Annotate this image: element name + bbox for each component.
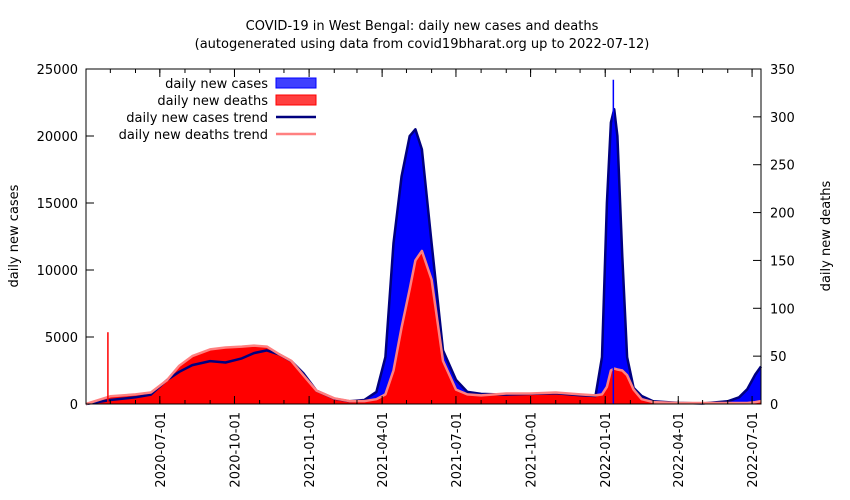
legend-label-daily-new-cases: daily new cases — [165, 77, 268, 92]
y-right-tick-label-6: 300 — [770, 111, 795, 126]
legend-label-daily-new-deaths: daily new deaths — [157, 94, 268, 109]
series-line-daily-new-cases-trend — [85, 107, 763, 406]
y-left-tick-label-0: 0 — [70, 398, 78, 413]
legend: daily new cases daily new deaths daily new… — [119, 77, 317, 143]
legend-swatch-daily-new-deaths — [275, 94, 317, 106]
x-tick-label-1: 2020-10-01 — [228, 412, 243, 488]
x-tick-label-8: 2022-07-01 — [746, 412, 761, 488]
y-left-tick-label-1: 5000 — [45, 331, 78, 346]
y-left-tick-label-3: 15000 — [37, 197, 78, 212]
legend-swatch-daily-new-cases — [275, 77, 317, 89]
legend-label-daily-new-deaths-trend: daily new deaths trend — [119, 128, 268, 143]
chart-subtitle: (autogenerated using data from covid19bh… — [195, 37, 650, 52]
x-tick-label-7: 2022-04-01 — [672, 412, 687, 488]
series-area-daily-new-deaths — [86, 250, 761, 404]
series-line-daily-new-deaths-trend — [85, 249, 762, 406]
chart-title: COVID-19 in West Bengal: daily new cases… — [246, 19, 599, 34]
ticks-layer: 0 5000 10000 15000 20000 25000 0 50 100 150 200 250… — [37, 63, 795, 488]
x-tick-label-4: 2021-07-01 — [450, 412, 465, 488]
x-tick-label-3: 2021-04-01 — [376, 412, 391, 488]
y-right-tick-label-4: 200 — [770, 207, 795, 222]
legend-label-daily-new-cases-trend: daily new cases trend — [126, 111, 268, 126]
x-tick-label-6: 2022-01-01 — [599, 412, 614, 488]
y-left-tick-label-5: 25000 — [37, 63, 78, 78]
y-right-tick-label-2: 100 — [770, 302, 795, 317]
plot-frame — [85, 68, 762, 405]
y-axis-right-label: daily new deaths — [819, 180, 834, 291]
y-left-tick-label-2: 10000 — [37, 264, 78, 279]
series-layer — [85, 79, 763, 406]
y-right-tick-label-1: 50 — [770, 350, 787, 365]
y-right-tick-label-5: 250 — [770, 159, 795, 174]
y-right-tick-label-0: 0 — [770, 398, 778, 413]
y-right-tick-label-7: 350 — [770, 63, 795, 78]
y-right-tick-label-3: 150 — [770, 254, 795, 269]
y-left-tick-label-4: 20000 — [37, 130, 78, 145]
y-axis-left-label: daily new cases — [7, 184, 22, 287]
x-tick-label-0: 2020-07-01 — [154, 412, 169, 488]
x-tick-label-2: 2021-01-01 — [303, 412, 318, 488]
x-tick-label-5: 2021-10-01 — [525, 412, 540, 488]
